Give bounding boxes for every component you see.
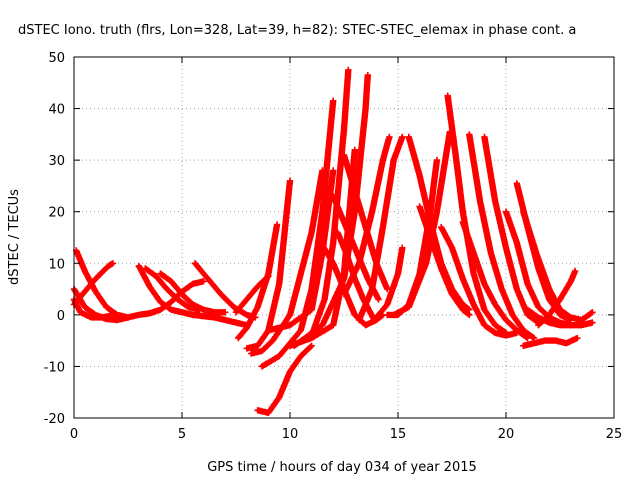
series-markers [416, 203, 473, 319]
y-tick-label: 20 [48, 206, 65, 221]
y-tick-label: -20 [44, 412, 65, 427]
x-tick-label: 20 [498, 427, 515, 442]
series-4 [73, 247, 132, 321]
series-markers [189, 311, 250, 329]
series-16 [258, 97, 337, 370]
series-7 [142, 265, 203, 313]
series-markers [258, 97, 337, 370]
series-34 [459, 218, 531, 342]
series-26 [355, 133, 406, 324]
series-markers [390, 128, 453, 319]
series-40 [520, 334, 581, 349]
series-33 [438, 224, 520, 339]
series-markers [265, 167, 337, 334]
series-29 [390, 128, 453, 319]
series-31 [416, 203, 473, 319]
series-25 [340, 133, 393, 298]
x-tick-label: 25 [606, 427, 623, 442]
chart-title: dSTEC Iono. truth (flrs, Lon=328, Lat=39… [18, 23, 576, 38]
series-markers [524, 306, 596, 329]
series-markers [520, 334, 581, 349]
series-markers [73, 247, 132, 321]
series-markers [438, 224, 520, 339]
series-17 [265, 167, 337, 334]
series-13 [243, 177, 294, 352]
series-markers [535, 267, 579, 329]
series-markers [254, 342, 315, 416]
data-series [70, 66, 596, 416]
series-markers [340, 133, 393, 298]
series-41 [524, 306, 596, 329]
series-markers [373, 244, 406, 321]
plot-frame [73, 56, 615, 419]
series-10 [189, 311, 250, 329]
x-tick-label: 15 [390, 427, 407, 442]
series-markers [157, 270, 229, 316]
y-tick-label: 50 [48, 51, 65, 66]
series-12 [235, 221, 281, 342]
series-6 [135, 262, 196, 319]
series-markers [142, 265, 203, 313]
series-markers [466, 131, 538, 342]
y-tick-label: -10 [44, 360, 65, 375]
series-42 [535, 267, 579, 329]
axis-ticks: 0 5 10 15 20 25 -20 -10 0 10 20 30 40 50 [44, 51, 623, 442]
x-tick-label: 0 [70, 427, 78, 442]
y-tick-label: 40 [48, 103, 65, 118]
series-markers [459, 218, 531, 342]
series-markers [135, 262, 196, 319]
series-15 [254, 342, 315, 416]
x-tick-label: 5 [178, 427, 186, 442]
series-markers [235, 221, 281, 342]
x-tick-label: 10 [282, 427, 299, 442]
y-tick-label: 10 [48, 257, 65, 272]
y-axis-label: dSTEC / TECUs [7, 189, 22, 285]
series-8 [157, 270, 229, 316]
series-markers [243, 177, 294, 352]
series-markers [355, 133, 406, 324]
series-35 [466, 131, 538, 342]
x-axis-label: GPS time / hours of day 034 of year 2015 [207, 460, 477, 475]
series-27 [373, 244, 406, 321]
y-tick-label: 0 [57, 309, 65, 324]
y-tick-label: 30 [48, 154, 65, 169]
